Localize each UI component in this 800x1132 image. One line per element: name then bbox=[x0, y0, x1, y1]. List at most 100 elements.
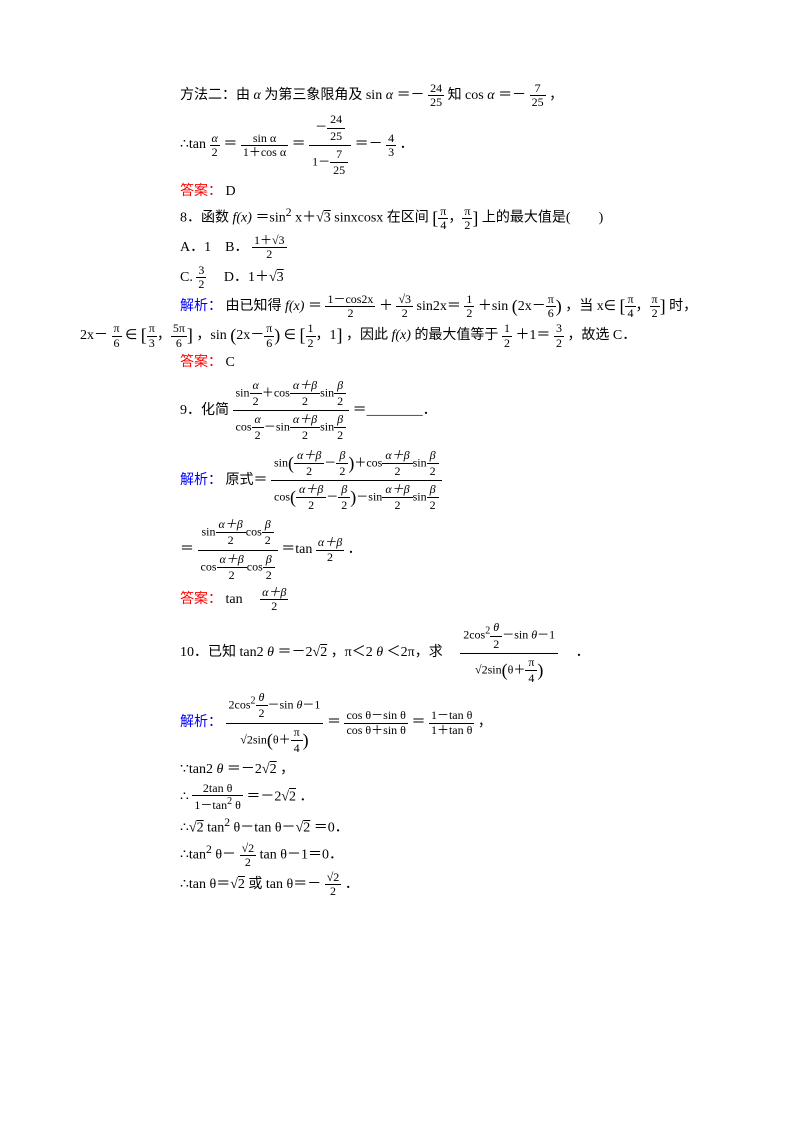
opt-c: C. bbox=[180, 270, 193, 285]
alpha: α bbox=[386, 88, 393, 103]
q9-solution-1: 解析： 原式＝ sin(α＋β2－β2)＋cosα＋β2sinβ2 cos(α＋… bbox=[180, 447, 740, 515]
text: sin2x＝ bbox=[417, 299, 461, 314]
text: tan bbox=[207, 821, 224, 836]
frac-1-2: 12 bbox=[464, 293, 474, 320]
q10-solution-2: ∵tan2 θ ＝－2√2 ， bbox=[180, 759, 740, 780]
text: ＝－2 bbox=[278, 645, 313, 660]
text: ∴tan θ＝ bbox=[180, 877, 230, 892]
q9-solution-2: ＝ sinα＋β2cosβ2 cosα＋β2cosβ2 ＝tan α＋β2 ． bbox=[180, 516, 740, 584]
text: ＝－ bbox=[355, 137, 383, 152]
sqrt2: 2 bbox=[320, 645, 327, 660]
fx: f(x) bbox=[285, 299, 304, 314]
q10-solution-1: 解析： 2cos2θ2－sin θ－1 √2sin(θ＋π4) ＝ cos θ－… bbox=[180, 689, 740, 757]
eq: ＝ bbox=[327, 715, 341, 730]
answer-value: C bbox=[226, 355, 235, 370]
therefore: ∴ bbox=[180, 821, 189, 836]
text: x＋ bbox=[295, 211, 316, 226]
q8-options-ab: A．1 B． 1＋√32 bbox=[180, 234, 740, 261]
text: tan θ－1＝0． bbox=[260, 848, 343, 863]
eq: ＝ bbox=[180, 542, 194, 557]
sqrt3: 3 bbox=[277, 270, 284, 285]
answer-value: tan bbox=[226, 592, 257, 607]
q10-solution-5: ∴tan2 θ－ √22 tan θ－1＝0． bbox=[180, 841, 740, 869]
answer-value: D bbox=[226, 184, 236, 199]
text: ∴tan bbox=[180, 848, 206, 863]
sup2: 2 bbox=[286, 206, 292, 219]
text: ＝－2 bbox=[246, 789, 281, 804]
frac-sina: sin α1＋cos α bbox=[241, 132, 288, 159]
eq: ＝ bbox=[411, 715, 425, 730]
text: ∵tan2 bbox=[180, 762, 217, 777]
text: ，π＜2 bbox=[331, 645, 377, 660]
q9-stem: 9．化简 sinα2＋cosα＋β2sinβ2 cosα2－sinα＋β2sin… bbox=[180, 377, 740, 445]
frac-sqrt3-2: √32 bbox=[396, 293, 413, 320]
text: ＝sin bbox=[255, 211, 285, 226]
text: ． bbox=[400, 137, 414, 152]
text: θ－tan θ－ bbox=[234, 821, 296, 836]
frac-a-2: α2 bbox=[210, 132, 220, 159]
text: ＋sin bbox=[478, 299, 508, 314]
fx: f(x) bbox=[392, 328, 411, 343]
q10-frac-repeat: 2cos2θ2－sin θ－1 √2sin(θ＋π4) bbox=[226, 689, 324, 757]
alpha: α bbox=[254, 88, 261, 103]
frac-cos-sin: cos θ－sin θcos θ＋sin θ bbox=[344, 709, 408, 736]
dot: ． bbox=[348, 542, 362, 557]
alpha: α bbox=[487, 88, 494, 103]
jiexi-label: 解析： bbox=[180, 473, 222, 488]
theta: θ bbox=[217, 762, 224, 777]
document-page: 方法二：由 α 为第三象限角及 sin α ＝－ 2425 知 cos α ＝－… bbox=[0, 0, 800, 940]
q9-main-frac: sinα2＋cosα＋β2sinβ2 cosα2－sinα＋β2sinβ2 bbox=[233, 377, 350, 445]
frac-4-3: 43 bbox=[386, 132, 396, 159]
plus: ＋ bbox=[379, 299, 393, 314]
text: ，因此 bbox=[346, 328, 392, 343]
text: ＝－ bbox=[498, 88, 526, 103]
answer-label: 答案： bbox=[180, 184, 222, 199]
q10-solution-3: ∴ 2tan θ 1－tan2 θ ＝－2√2 ． bbox=[180, 782, 740, 812]
text: ＝－ bbox=[397, 88, 425, 103]
answer-q9: 答案： tan α＋β2 bbox=[180, 586, 740, 613]
text: 8．函数 bbox=[180, 211, 233, 226]
sqrt3: 3 bbox=[324, 211, 331, 226]
text: 2x－ bbox=[80, 328, 108, 343]
answer-label: 答案： bbox=[180, 592, 222, 607]
dot: ． bbox=[345, 877, 359, 892]
eq: ＝ bbox=[308, 299, 322, 314]
text: ， bbox=[549, 88, 563, 103]
method2-line1: 方法二：由 α 为第三象限角及 sin α ＝－ 2425 知 cos α ＝－… bbox=[180, 82, 740, 109]
text: ＝0． bbox=[314, 821, 349, 836]
text: ，sin bbox=[196, 328, 226, 343]
eq: ＝ bbox=[223, 137, 237, 152]
theta: θ bbox=[267, 645, 274, 660]
text: ＝－2 bbox=[227, 762, 262, 777]
answer-c: 答案： C bbox=[180, 352, 740, 373]
jiexi-label: 解析： bbox=[180, 715, 222, 730]
frac-24-25: 2425 bbox=[428, 82, 444, 109]
text: ． bbox=[562, 645, 590, 660]
text: 的最大值等于 bbox=[414, 328, 498, 343]
dot: ． bbox=[300, 789, 314, 804]
comma: ， bbox=[478, 715, 492, 730]
text: ，故选 C． bbox=[567, 328, 636, 343]
frac-1mtan: 1－tan θ1＋tan θ bbox=[429, 709, 474, 736]
frac-7-25: 725 bbox=[530, 82, 546, 109]
theta: θ bbox=[376, 645, 383, 660]
text: 知 cos bbox=[448, 88, 488, 103]
q10-solution-6: ∴tan θ＝√2 或 tan θ＝－ √22 ． bbox=[180, 871, 740, 898]
text: 方法二：由 bbox=[180, 88, 254, 103]
q10-target-frac: 2cos2θ2－sin θ－1 √2sin(θ＋π4) bbox=[460, 619, 558, 687]
q8-solution-1: 解析： 由已知得 f(x) ＝ 1－cos2x2 ＋ √32 sin2x＝ 12… bbox=[180, 293, 740, 320]
text: ＜2π，求 bbox=[387, 645, 457, 660]
text: 时， bbox=[669, 299, 697, 314]
frac-pi-2: π2 bbox=[462, 205, 472, 232]
frac-sqrt2-2b: √22 bbox=[325, 871, 342, 898]
text: sinxcosx 在区间 bbox=[334, 211, 429, 226]
text: 上的最大值是( ) bbox=[482, 211, 603, 226]
in: ∈ bbox=[125, 328, 137, 343]
q9-sol-frac1: sin(α＋β2－β2)＋cosα＋β2sinβ2 cos(α＋β2－β2)－s… bbox=[271, 447, 442, 515]
text: 2x－ bbox=[518, 299, 546, 314]
text: 由已知得 bbox=[226, 299, 286, 314]
opt-a: A．1 B． bbox=[180, 240, 248, 255]
text: ，当 x∈ bbox=[565, 299, 616, 314]
text: 原式＝ bbox=[226, 473, 268, 488]
blank: ＝________． bbox=[353, 403, 437, 418]
